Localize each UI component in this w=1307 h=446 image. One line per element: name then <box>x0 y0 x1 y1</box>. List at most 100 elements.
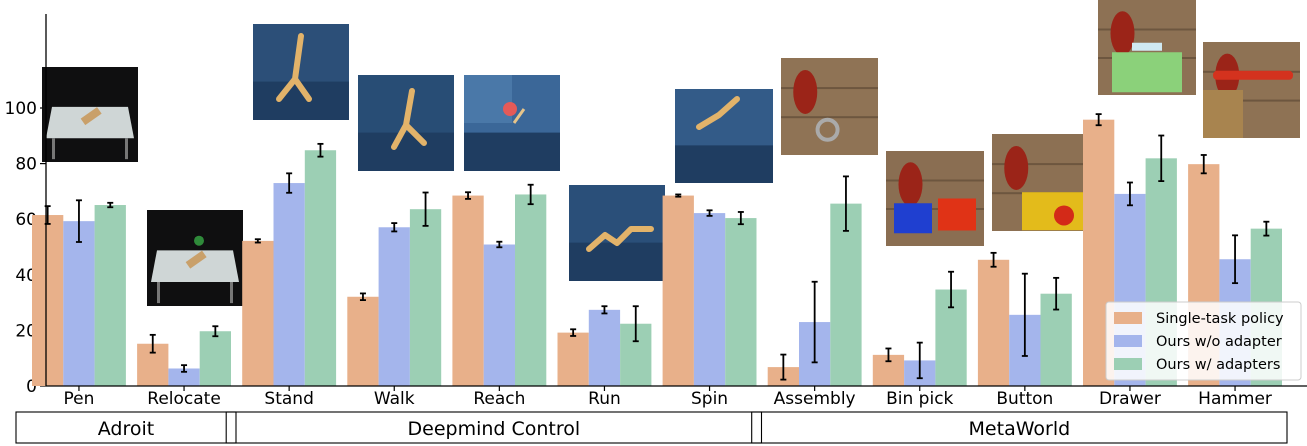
y-tick-label: 60 <box>15 210 37 230</box>
task-thumbnail-relocate <box>147 210 243 306</box>
bar-ours-w-o-adapter-reach <box>483 244 515 386</box>
task-thumbnail-run <box>569 185 665 281</box>
x-tick-label-reach: Reach <box>473 389 525 409</box>
axes <box>45 14 1307 387</box>
bar-ours-w-o-adapter-spin <box>693 213 726 386</box>
error-bar-single-task-policy-relocate <box>149 333 156 354</box>
error-bar-ours-w-o-adapter-reach <box>496 240 503 249</box>
group-label-metaworld: MetaWorld <box>969 418 1071 440</box>
error-bar-ours-w-o-adapter-hammer <box>1232 234 1239 285</box>
bar-ours-w-adapters-assembly <box>830 203 862 386</box>
error-bar-single-task-policy-stand <box>254 238 261 244</box>
bar-single-task-policy-spin <box>662 195 694 386</box>
bar-ours-w-adapters-stand <box>304 150 337 386</box>
error-bar-ours-w-adapters-relocate <box>212 325 219 338</box>
legend: Single-task policy Ours w/o adapter Ours w… <box>1105 301 1302 381</box>
error-bar-ours-w-o-adapter-drawer <box>1126 181 1133 207</box>
error-bar-ours-w-adapters-bin-pick <box>948 270 955 309</box>
error-bar-ours-w-o-adapter-stand <box>286 172 293 194</box>
error-bar-single-task-policy-reach <box>465 191 472 200</box>
group-label-deepmind-control: Deepmind Control <box>408 418 581 440</box>
task-thumbnail-drawer <box>1098 0 1196 95</box>
bar-ours-w-adapters-spin <box>725 218 757 386</box>
task-thumbnail-button <box>992 134 1089 231</box>
error-bar-single-task-policy-run <box>570 328 577 337</box>
group-adroit: Adroit <box>15 411 237 444</box>
error-bar-single-task-policy-walk <box>359 292 366 301</box>
x-tick-label-walk: Walk <box>374 389 415 409</box>
error-bar-ours-w-adapters-hammer <box>1263 220 1270 237</box>
error-bar-ours-w-adapters-assembly <box>842 175 849 232</box>
bar-ours-w-adapters-reach <box>515 194 547 386</box>
legend-swatch-single-task-policy <box>1114 312 1142 324</box>
error-bar-ours-w-adapters-spin <box>737 211 744 226</box>
x-tick-label-spin: Spin <box>691 389 728 409</box>
error-bar-ours-w-o-adapter-button <box>1021 272 1028 357</box>
error-bar-ours-w-adapters-button <box>1053 276 1060 311</box>
group-box <box>15 411 237 444</box>
error-bar-single-task-policy-bin-pick <box>885 347 892 363</box>
error-bar-ours-w-adapters-reach <box>527 183 534 206</box>
bar-ours-w-o-adapter-stand <box>273 183 305 386</box>
bar-ours-w-o-adapter-pen <box>63 221 95 386</box>
x-tick-label-run: Run <box>588 389 621 409</box>
error-bar-single-task-policy-assembly <box>780 353 787 381</box>
task-thumbnail-walk <box>358 75 454 171</box>
group-deepmind-control: Deepmind Control <box>225 411 763 444</box>
error-bar-single-task-policy-spin <box>675 193 682 198</box>
error-bar-ours-w-o-adapter-spin <box>706 209 713 217</box>
error-bar-ours-w-o-adapter-run <box>601 305 608 315</box>
x-tick-label-hammer: Hammer <box>1198 389 1272 409</box>
bar-single-task-policy-run <box>557 332 589 386</box>
y-tick-label: 100 <box>5 99 37 119</box>
legend-box <box>1105 301 1302 381</box>
bar-ours-w-o-adapter-relocate <box>168 368 200 386</box>
error-bar-single-task-policy-hammer <box>1200 154 1207 175</box>
bar-ours-w-adapters-pen <box>94 205 126 386</box>
x-axis-labels: Pen Relocate Stand Walk Reach Run Spin Assembly… <box>64 386 1272 409</box>
error-bar-ours-w-o-adapter-bin-pick <box>916 341 923 380</box>
y-tick-label: 20 <box>15 321 37 341</box>
error-bars <box>44 113 1270 381</box>
y-tick-label: 40 <box>15 266 37 286</box>
legend-swatch-ours-w-adapters <box>1114 358 1142 370</box>
group-box <box>225 411 763 444</box>
task-thumbnail-pen <box>42 67 138 162</box>
bar-single-task-policy-button <box>977 259 1010 386</box>
task-thumbnail-reach <box>464 75 560 171</box>
error-bar-ours-w-adapters-walk <box>422 191 429 227</box>
x-tick-label-stand: Stand <box>264 389 313 409</box>
error-bar-ours-w-adapters-run <box>632 305 639 343</box>
error-bar-ours-w-o-adapter-assembly <box>811 280 818 364</box>
legend-label-ours-w-o-adapter: Ours w/o adapter <box>1156 334 1282 350</box>
error-bar-ours-w-adapters-drawer <box>1158 134 1165 183</box>
group-metaworld: MetaWorld <box>751 411 1288 444</box>
error-bar-ours-w-o-adapter-walk <box>391 222 398 233</box>
bar-ours-w-o-adapter-run <box>588 309 621 386</box>
error-bar-ours-w-adapters-stand <box>317 142 324 158</box>
y-tick-label: 80 <box>15 155 37 175</box>
task-thumbnails <box>42 0 1300 306</box>
task-thumbnail-assembly <box>781 58 878 155</box>
task-thumbnail-bin-pick <box>886 151 984 246</box>
legend-swatch-ours-w-o-adapter <box>1114 335 1142 347</box>
x-tick-label-bin-pick: Bin pick <box>886 389 953 409</box>
legend-label-single-task-policy: Single-task policy <box>1156 311 1284 327</box>
x-tick-label-relocate: Relocate <box>147 389 221 409</box>
bar-single-task-policy-walk <box>347 296 379 386</box>
error-bar-single-task-policy-drawer <box>1095 113 1102 127</box>
bar-single-task-policy-stand <box>242 240 274 386</box>
bar-ours-w-adapters-walk <box>409 209 442 386</box>
error-bar-single-task-policy-button <box>990 251 997 268</box>
task-thumbnail-spin <box>675 89 773 183</box>
bar-ours-w-o-adapter-walk <box>378 227 410 386</box>
group-box <box>751 411 1288 444</box>
x-tick-label-drawer: Drawer <box>1099 389 1161 409</box>
group-boxes: Adroit Deepmind Control MetaWorld <box>15 411 1288 444</box>
x-tick-label-assembly: Assembly <box>774 389 856 409</box>
error-bar-ours-w-o-adapter-pen <box>75 199 82 243</box>
bar-ours-w-adapters-relocate <box>199 331 231 386</box>
error-bar-ours-w-adapters-pen <box>107 201 114 209</box>
y-tick-label: 0 <box>26 377 37 397</box>
